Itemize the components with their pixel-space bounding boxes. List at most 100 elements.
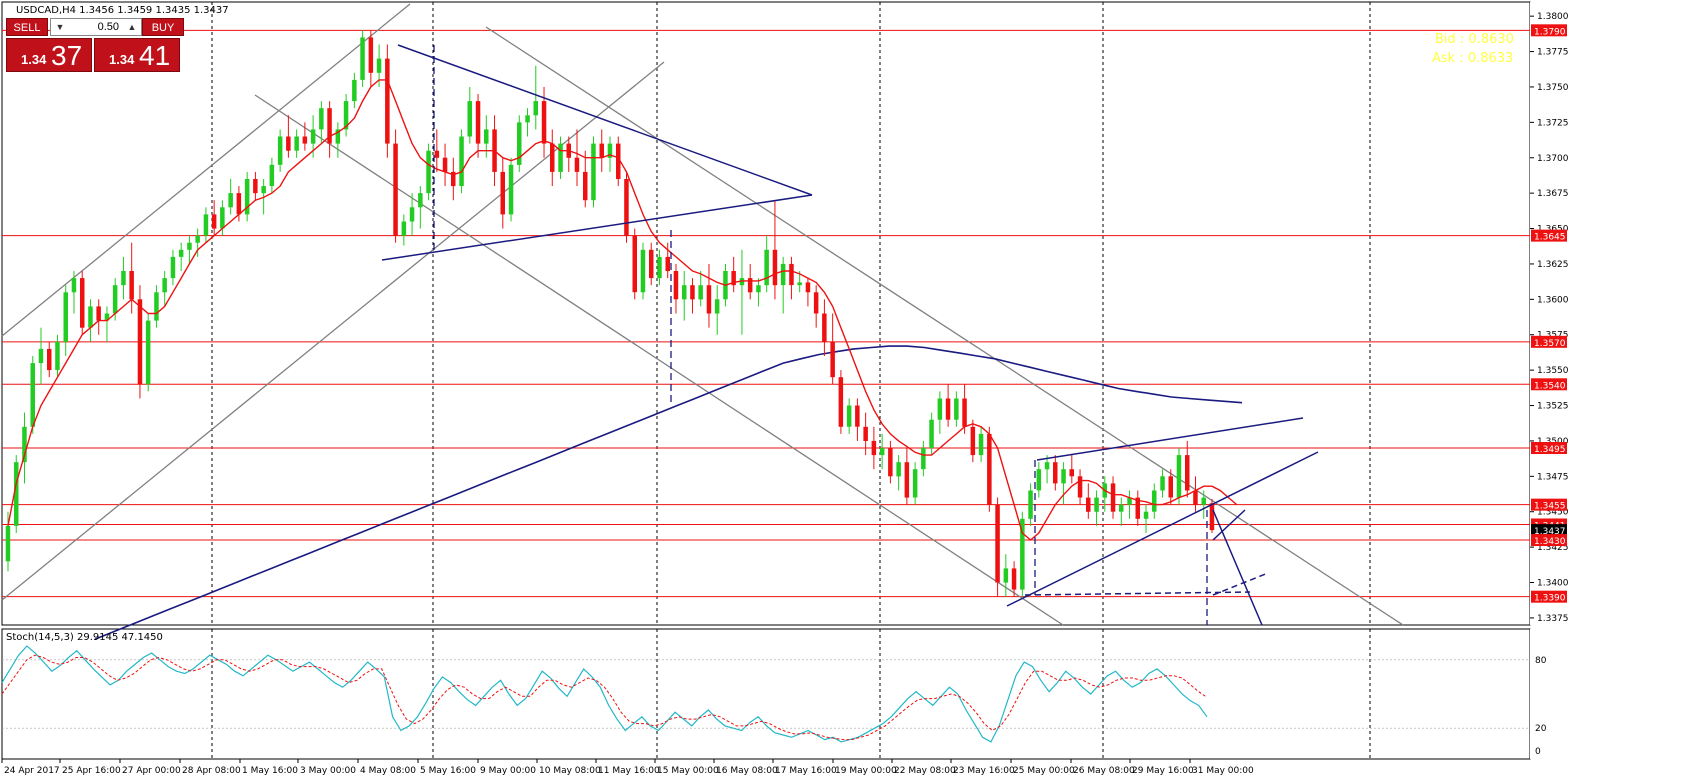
- candle: [1069, 455, 1074, 484]
- candle-body: [343, 101, 349, 130]
- candle: [500, 157, 505, 229]
- candle-body: [418, 193, 423, 208]
- candle: [475, 94, 481, 158]
- candle-body: [88, 306, 93, 328]
- candle-body: [286, 136, 291, 151]
- candle-body: [154, 292, 159, 321]
- time-tick-label: 16 May 08:00: [716, 766, 778, 776]
- candle: [1185, 440, 1190, 498]
- candle: [978, 426, 984, 463]
- candle-body: [129, 271, 134, 300]
- candle-body: [112, 285, 118, 314]
- time-tick-label: 27 Apr 00:00: [122, 766, 181, 776]
- candle-body: [203, 214, 209, 236]
- candle: [409, 193, 415, 236]
- candle: [1127, 490, 1132, 519]
- time-tick-label: 22 May 08:00: [894, 766, 956, 776]
- candle: [5, 511, 11, 572]
- price-tag-label: 1.3455: [1534, 502, 1566, 512]
- candle-body: [970, 426, 976, 456]
- candle-body: [1185, 455, 1190, 491]
- lot-decrease-icon[interactable]: ▼: [55, 22, 65, 32]
- candle: [121, 256, 126, 300]
- lot-size-field[interactable]: ▼ 0.50 ▲: [50, 18, 142, 36]
- candle-body: [945, 398, 951, 420]
- trend-line: [381, 194, 813, 261]
- candle-body: [1069, 469, 1074, 477]
- candle-body: [277, 136, 283, 165]
- candle: [731, 256, 736, 293]
- candle: [970, 419, 976, 463]
- price-tick-label: 1.3725: [1537, 118, 1569, 128]
- candle: [269, 157, 275, 194]
- candle-body: [714, 299, 720, 314]
- candle: [1011, 561, 1017, 597]
- buy-quote[interactable]: 1.34 41: [94, 38, 180, 72]
- candle-body: [1061, 469, 1066, 484]
- price-tag-label: 1.3645: [1534, 233, 1566, 243]
- candle-body: [706, 285, 712, 314]
- candle: [459, 129, 464, 194]
- trend-line: [1006, 451, 1319, 607]
- candle-body: [764, 249, 769, 286]
- candle-body: [649, 249, 654, 279]
- candle-body: [467, 101, 472, 137]
- candle-body: [63, 292, 68, 342]
- candle: [393, 129, 398, 243]
- candle-body: [690, 285, 695, 300]
- candle-body: [1209, 503, 1215, 531]
- candle-body: [393, 143, 398, 236]
- time-tick-label: 15 May 00:00: [657, 766, 719, 776]
- one-click-trade-panel: SELL ▼ 0.50 ▲ BUY 1.34 37 1.34 41: [6, 18, 184, 72]
- candle-body: [1193, 490, 1198, 505]
- candle: [1201, 490, 1206, 519]
- time-tick-label: 4 May 08:00: [360, 766, 416, 776]
- candle: [71, 271, 77, 314]
- lot-increase-icon[interactable]: ▲: [127, 22, 137, 32]
- candle: [1110, 476, 1116, 519]
- sell-quote[interactable]: 1.34 37: [6, 38, 92, 72]
- candle-body: [236, 193, 242, 215]
- candle: [162, 271, 167, 307]
- candle: [987, 426, 992, 512]
- candle: [55, 334, 60, 378]
- candle-body: [682, 285, 687, 300]
- candle: [690, 278, 695, 314]
- time-tick-label: 3 May 00:00: [300, 766, 356, 776]
- ask-text: Ask : 0.8633: [1432, 51, 1513, 66]
- chart-title: USDCAD,H4 1.3456 1.3459 1.3435 1.3437: [16, 5, 229, 16]
- time-tick-label: 9 May 00:00: [480, 766, 536, 776]
- stoch-axis-bg: [1530, 629, 1688, 759]
- candle: [154, 285, 159, 328]
- stoch-label: Stoch(14,5,3) 29.9145 47.1450: [6, 632, 163, 643]
- candle: [253, 171, 258, 201]
- candle: [1020, 511, 1025, 597]
- buy-button[interactable]: BUY: [142, 18, 184, 36]
- candle: [277, 129, 283, 172]
- candle-body: [319, 108, 324, 130]
- trend-line: [1024, 591, 1251, 596]
- candle-body: [607, 143, 613, 158]
- candle: [104, 306, 110, 342]
- price-tag-bg: [1531, 335, 1567, 348]
- candle-body: [170, 256, 176, 279]
- candle-body: [1094, 497, 1099, 512]
- candle: [896, 455, 901, 491]
- candle-body: [55, 341, 60, 371]
- candle: [220, 200, 225, 236]
- candle-body: [1201, 497, 1206, 505]
- candle-body: [310, 129, 316, 144]
- candle-body: [533, 101, 538, 116]
- candle: [838, 370, 844, 434]
- price-tick-label: 1.3800: [1537, 12, 1569, 22]
- sell-button[interactable]: SELL: [6, 18, 48, 36]
- candle: [401, 214, 407, 246]
- candle-body: [888, 448, 893, 477]
- candle: [368, 30, 374, 87]
- candle: [698, 271, 703, 307]
- candle: [1028, 483, 1033, 526]
- stoch-plot-bg: [1, 628, 1531, 760]
- time-tick-label: 11 May 16:00: [598, 766, 660, 776]
- price-tag-bg: [1531, 498, 1567, 511]
- sell-quote-big: 37: [51, 40, 83, 71]
